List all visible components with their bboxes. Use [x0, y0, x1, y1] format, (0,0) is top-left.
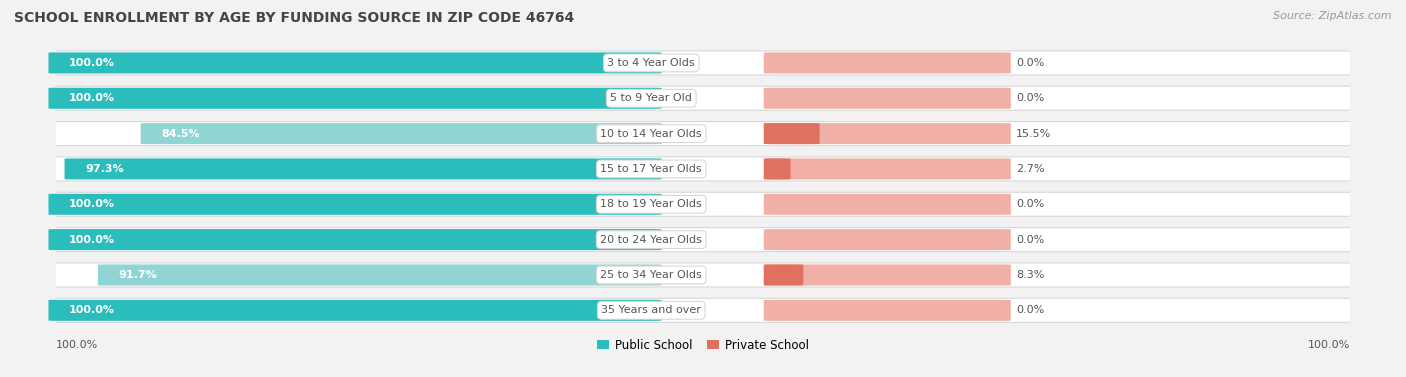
FancyBboxPatch shape — [763, 229, 1011, 250]
Text: 100.0%: 100.0% — [69, 234, 115, 245]
Text: Source: ZipAtlas.com: Source: ZipAtlas.com — [1274, 11, 1392, 21]
FancyBboxPatch shape — [46, 298, 1360, 322]
FancyBboxPatch shape — [46, 157, 1360, 181]
Text: 20 to 24 Year Olds: 20 to 24 Year Olds — [600, 234, 702, 245]
Text: SCHOOL ENROLLMENT BY AGE BY FUNDING SOURCE IN ZIP CODE 46764: SCHOOL ENROLLMENT BY AGE BY FUNDING SOUR… — [14, 11, 574, 25]
Text: 100.0%: 100.0% — [69, 305, 115, 315]
FancyBboxPatch shape — [763, 264, 803, 285]
Text: 0.0%: 0.0% — [1017, 58, 1045, 68]
Text: 0.0%: 0.0% — [1017, 199, 1045, 209]
Text: 35 Years and over: 35 Years and over — [602, 305, 702, 315]
Text: 97.3%: 97.3% — [86, 164, 124, 174]
Text: 100.0%: 100.0% — [69, 199, 115, 209]
FancyBboxPatch shape — [46, 51, 1360, 75]
FancyBboxPatch shape — [141, 123, 662, 144]
FancyBboxPatch shape — [46, 263, 1360, 287]
Text: 18 to 19 Year Olds: 18 to 19 Year Olds — [600, 199, 702, 209]
FancyBboxPatch shape — [48, 88, 662, 109]
Text: 3 to 4 Year Olds: 3 to 4 Year Olds — [607, 58, 695, 68]
Text: 100.0%: 100.0% — [69, 93, 115, 103]
FancyBboxPatch shape — [763, 194, 1011, 215]
FancyBboxPatch shape — [46, 228, 1360, 252]
FancyBboxPatch shape — [763, 52, 1011, 74]
Text: 100.0%: 100.0% — [1308, 340, 1350, 350]
FancyBboxPatch shape — [46, 192, 1360, 216]
FancyBboxPatch shape — [763, 158, 790, 179]
FancyBboxPatch shape — [763, 88, 1011, 109]
Text: 8.3%: 8.3% — [1017, 270, 1045, 280]
FancyBboxPatch shape — [48, 300, 662, 321]
FancyBboxPatch shape — [763, 300, 1011, 321]
Text: 100.0%: 100.0% — [56, 340, 98, 350]
Text: 15 to 17 Year Olds: 15 to 17 Year Olds — [600, 164, 702, 174]
Text: 2.7%: 2.7% — [1017, 164, 1045, 174]
Text: 5 to 9 Year Old: 5 to 9 Year Old — [610, 93, 692, 103]
Text: 84.5%: 84.5% — [162, 129, 200, 139]
Text: 91.7%: 91.7% — [118, 270, 157, 280]
FancyBboxPatch shape — [763, 264, 1011, 285]
Legend: Public School, Private School: Public School, Private School — [593, 334, 813, 356]
FancyBboxPatch shape — [46, 86, 1360, 110]
FancyBboxPatch shape — [48, 194, 662, 215]
FancyBboxPatch shape — [98, 264, 662, 285]
FancyBboxPatch shape — [48, 52, 662, 74]
Text: 10 to 14 Year Olds: 10 to 14 Year Olds — [600, 129, 702, 139]
FancyBboxPatch shape — [48, 229, 662, 250]
FancyBboxPatch shape — [46, 121, 1360, 146]
FancyBboxPatch shape — [763, 158, 1011, 179]
Text: 0.0%: 0.0% — [1017, 93, 1045, 103]
FancyBboxPatch shape — [763, 123, 1011, 144]
Text: 25 to 34 Year Olds: 25 to 34 Year Olds — [600, 270, 702, 280]
Text: 100.0%: 100.0% — [69, 58, 115, 68]
FancyBboxPatch shape — [763, 123, 820, 144]
Text: 0.0%: 0.0% — [1017, 305, 1045, 315]
Text: 0.0%: 0.0% — [1017, 234, 1045, 245]
Text: 15.5%: 15.5% — [1017, 129, 1052, 139]
FancyBboxPatch shape — [65, 158, 662, 179]
